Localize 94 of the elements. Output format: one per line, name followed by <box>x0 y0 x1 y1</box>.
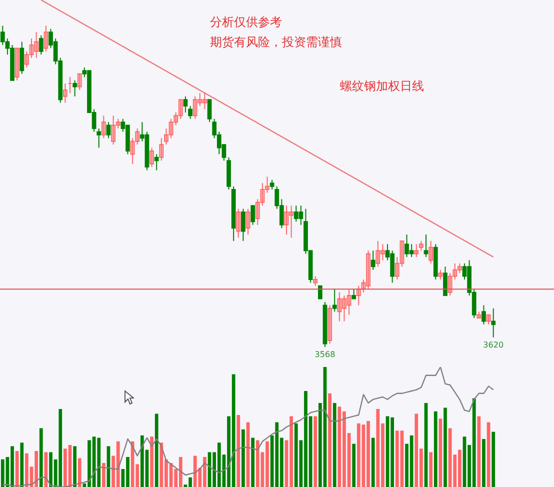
candlestick <box>380 244 385 261</box>
candlestick <box>164 128 168 146</box>
candlestick <box>24 50 29 68</box>
candlestick <box>135 128 140 146</box>
candlestick <box>342 295 346 322</box>
candlestick <box>241 208 246 242</box>
candlestick <box>419 240 424 252</box>
annotation: 期货有风险，投资需谨慎 <box>210 35 342 49</box>
bar <box>371 438 375 487</box>
candlestick <box>376 240 380 268</box>
candlestick <box>101 115 106 139</box>
bar <box>154 414 158 487</box>
candlestick <box>150 147 154 168</box>
candlestick <box>188 106 192 120</box>
bar <box>314 416 318 487</box>
candlestick <box>246 208 250 236</box>
bar <box>39 428 43 487</box>
candlestick <box>20 41 24 74</box>
bar <box>328 393 332 487</box>
candlestick <box>424 234 428 258</box>
candlestick <box>486 314 491 325</box>
candlestick <box>394 256 400 280</box>
candlestick <box>168 118 174 139</box>
bar <box>251 438 254 487</box>
candlestick <box>44 25 48 52</box>
bar <box>15 451 19 487</box>
candlestick <box>356 285 361 306</box>
candlestick <box>346 288 352 316</box>
candlestick <box>260 182 265 206</box>
candlestick <box>77 73 82 90</box>
bar <box>492 432 496 487</box>
candlestick <box>328 304 332 344</box>
candlestick <box>63 83 68 104</box>
candlestick <box>366 250 370 290</box>
candlestick <box>265 176 270 194</box>
candlestick <box>192 96 198 120</box>
candlestick <box>270 179 274 190</box>
candlestick <box>414 244 419 258</box>
candlestick <box>457 262 462 274</box>
bar <box>150 436 154 487</box>
bar <box>242 429 245 487</box>
candlestick <box>34 32 39 58</box>
candlestick <box>255 198 260 226</box>
candlestick <box>482 304 486 325</box>
candlestick <box>318 285 322 300</box>
candlestick <box>476 311 482 319</box>
candlestick <box>38 34 44 56</box>
bar <box>444 408 447 487</box>
annotation: 3568 <box>314 350 336 359</box>
bar <box>73 446 76 487</box>
candlestick <box>438 269 443 280</box>
candlestick <box>491 308 496 338</box>
candlestick <box>443 266 448 296</box>
candlestick <box>72 80 77 97</box>
candlestick <box>313 276 318 286</box>
candlestick <box>332 288 337 312</box>
candlestick <box>130 138 135 164</box>
bar <box>434 411 438 487</box>
candlestick <box>250 205 255 226</box>
candlestick <box>370 250 376 270</box>
candlestick <box>183 96 188 113</box>
candlestick <box>400 240 404 268</box>
bar <box>20 442 24 487</box>
bar <box>477 416 481 487</box>
bar <box>332 403 336 487</box>
candlestick <box>96 128 102 148</box>
candlestick <box>207 99 212 123</box>
candlestick <box>284 205 289 236</box>
text: 螺纹钢加权日线 <box>340 79 424 93</box>
candlestick <box>116 118 120 130</box>
bar <box>482 439 486 487</box>
annotation: 分析仅供参考 <box>210 15 282 29</box>
candlestick <box>337 292 342 322</box>
bar <box>102 463 106 487</box>
bar <box>236 415 240 487</box>
bar <box>429 452 432 487</box>
candlestick <box>14 48 20 81</box>
candlestick <box>289 205 294 238</box>
candlestick <box>154 154 159 171</box>
candlestick <box>111 115 116 146</box>
candlestick <box>236 208 241 238</box>
annotation: 3620 <box>483 340 504 350</box>
candlestick <box>178 99 183 120</box>
candlestick <box>174 112 178 126</box>
candlestick <box>159 138 164 162</box>
candlestick <box>428 240 433 264</box>
candlestick <box>29 38 34 58</box>
candlestick <box>452 262 458 280</box>
candlestick <box>352 288 356 300</box>
candlestick <box>106 122 111 139</box>
bar <box>352 444 356 487</box>
candlestick <box>202 92 207 110</box>
bar <box>78 458 82 487</box>
candlestick <box>198 92 202 107</box>
